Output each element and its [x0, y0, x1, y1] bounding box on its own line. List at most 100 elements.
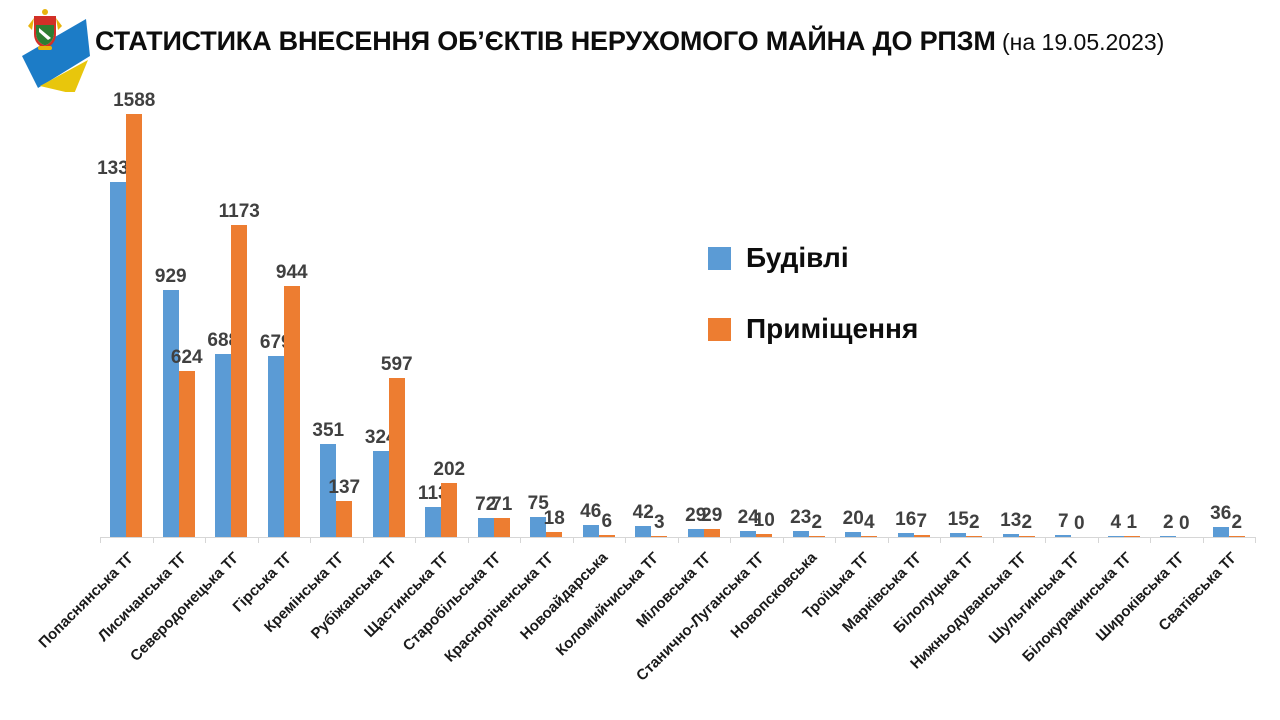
- bar-value-label: 10: [753, 510, 775, 531]
- bar-buildings: [1107, 536, 1124, 537]
- axis-tick: [572, 537, 574, 543]
- category-label: Лисичанська ТГ: [94, 549, 191, 645]
- bar-buildings: [582, 525, 599, 537]
- axis-tick: [1150, 537, 1151, 543]
- bar-value-label: 624: [170, 347, 203, 368]
- legend-item-premises: Приміщення: [708, 315, 918, 343]
- bar-value-label: 2: [968, 512, 980, 533]
- bar-premises: [1123, 536, 1140, 537]
- axis-tick: [835, 537, 836, 543]
- bar-buildings: [1055, 535, 1072, 537]
- bar-value-label: 137: [328, 477, 361, 498]
- chart-title-text: СТАТИСТИКА ВНЕСЕННЯ ОБ’ЄКТІВ НЕРУХОМОГО …: [95, 26, 996, 56]
- bar-value-label: 0: [1178, 513, 1190, 534]
- bar-value-label: 3: [653, 512, 665, 533]
- bar-premises: [966, 536, 983, 537]
- axis-tick: [1202, 537, 1204, 543]
- axis-tick: [1255, 537, 1256, 543]
- axis-tick: [467, 537, 469, 543]
- bar-value-label: 324: [364, 427, 397, 448]
- bar-buildings: [320, 444, 337, 537]
- legend-swatch-buildings-icon: [708, 246, 731, 270]
- bar-value-label: 16: [895, 509, 917, 530]
- bar-value-label: 113: [417, 483, 449, 504]
- chart-legend: Будівлі Приміщення: [708, 244, 918, 386]
- bar-buildings: [635, 526, 652, 537]
- category-label: Старобільська ТГ: [400, 549, 506, 655]
- axis-tick: [257, 537, 259, 543]
- bar-value-label: 18: [543, 508, 565, 529]
- bar-value-label: 75: [527, 493, 549, 514]
- bar-buildings: [897, 533, 914, 537]
- bar-value-label: 72: [475, 494, 497, 515]
- bar-buildings: [372, 451, 389, 537]
- chart-title-date: (на 19.05.2023): [995, 29, 1165, 55]
- bar-value-label: 20: [842, 508, 864, 529]
- bar-premises: [283, 286, 300, 537]
- bar-premises: [861, 536, 878, 537]
- bar-value-label: 597: [380, 354, 413, 375]
- bar-value-label: 679: [259, 332, 292, 353]
- bar-premises: [336, 501, 353, 537]
- category-label: Попаснянська ТГ: [35, 549, 139, 652]
- axis-tick: [625, 537, 626, 543]
- bar-value-label: 6: [601, 511, 613, 532]
- bar-value-label: 929: [154, 266, 187, 287]
- bar-buildings: [162, 290, 179, 537]
- bar-value-label: 1173: [218, 201, 260, 222]
- bar-premises: [913, 535, 930, 537]
- axis-tick: [887, 537, 889, 543]
- bar-value-label: 1588: [113, 90, 156, 111]
- bar-value-label: 0: [1073, 513, 1085, 534]
- bar-value-label: 2: [1162, 512, 1174, 533]
- bar-value-label: 42: [632, 502, 654, 523]
- bar-premises: [493, 518, 510, 537]
- bar-value-label: 36: [1210, 503, 1232, 524]
- organization-logo: [22, 9, 90, 92]
- bar-value-label: 1: [1126, 512, 1138, 533]
- bar-premises: [598, 535, 615, 537]
- bar-value-label: 24: [737, 507, 759, 528]
- bar-premises: [441, 483, 458, 537]
- flag-swoosh-icon: [22, 19, 90, 92]
- bar-value-label: 7: [1057, 511, 1069, 532]
- bar-value-label: 29: [701, 505, 723, 526]
- bar-premises: [231, 225, 248, 537]
- bar-buildings: [267, 356, 284, 537]
- bar-value-label: 2: [811, 512, 823, 533]
- bar-value-label: 71: [491, 494, 513, 515]
- bar-value-label: 351: [312, 420, 345, 441]
- axis-tick: [677, 537, 679, 543]
- category-label: Шульгинська ТГ: [985, 549, 1084, 648]
- axis-tick: [782, 537, 784, 543]
- bar-value-label: 4: [863, 512, 875, 533]
- axis-tick: [362, 537, 364, 543]
- axis-tick: [310, 537, 311, 543]
- axis-tick: [415, 537, 416, 543]
- bar-value-label: 46: [580, 501, 602, 522]
- bar-premises: [703, 529, 720, 537]
- axis-tick: [100, 537, 101, 543]
- axis-tick: [992, 537, 994, 543]
- bar-buildings: [950, 533, 967, 537]
- coat-of-arms-icon: [28, 9, 62, 50]
- bar-buildings: [425, 507, 442, 537]
- bar-premises: [1228, 536, 1245, 537]
- bar-value-label: 944: [275, 262, 308, 283]
- axis-tick: [940, 537, 941, 543]
- bar-buildings: [687, 529, 704, 537]
- bar-premises: [651, 536, 668, 537]
- axis-tick: [520, 537, 521, 543]
- axis-tick: [205, 537, 206, 543]
- chart-title: СТАТИСТИКА ВНЕСЕННЯ ОБ’ЄКТІВ НЕРУХОМОГО …: [95, 26, 1164, 57]
- axis-tick: [1097, 537, 1099, 543]
- bar-buildings: [215, 354, 232, 537]
- legend-label-buildings: Будівлі: [746, 242, 849, 273]
- bar-value-label: 13: [1000, 510, 1022, 531]
- category-label: Широківська ТГ: [1092, 549, 1189, 645]
- bar-value-label: 2: [1021, 512, 1033, 533]
- bar-value-label: 23: [790, 507, 812, 528]
- bar-buildings: [845, 532, 862, 537]
- bar-premises: [178, 371, 195, 537]
- bar-buildings: [740, 531, 757, 537]
